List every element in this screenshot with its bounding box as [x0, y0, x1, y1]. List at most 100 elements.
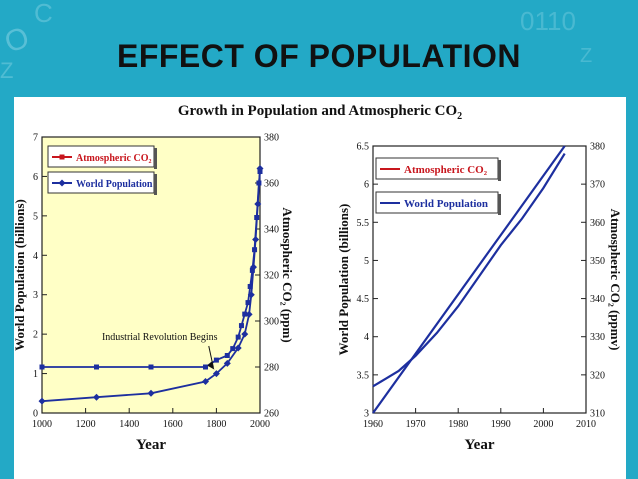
annotation-arrowhead	[207, 361, 215, 370]
y-tick-label: 3.5	[357, 370, 370, 381]
y-tick-label: 4	[33, 251, 38, 262]
legend-label: Atmospheric CO₂	[76, 153, 152, 164]
co2-point	[148, 364, 154, 370]
legend-label: World Population	[404, 198, 488, 210]
y-tick-label: 6	[364, 180, 369, 191]
population-point	[256, 165, 264, 173]
population-point	[202, 377, 209, 385]
y-tick-label: 2	[33, 330, 38, 341]
x-tick-label: 2000	[533, 419, 553, 430]
y2-axis-label: Atmospheric CO₂ (ppmv)	[608, 209, 623, 351]
y2-tick-label: 370	[590, 180, 605, 191]
x-tick-label: 2010	[576, 419, 596, 430]
annotation-label: Industrial Revolution Begins	[102, 332, 218, 343]
population-point	[254, 200, 262, 208]
population-point	[223, 359, 231, 367]
population-point	[38, 397, 46, 405]
y-axis-label: World Population (billions)	[14, 199, 27, 351]
population-point	[249, 263, 257, 271]
co2-point	[247, 284, 253, 289]
svg-text:Z: Z	[580, 45, 592, 67]
x-tick-label: 2000	[250, 419, 270, 430]
y-axis-label: World Population (billions)	[336, 204, 351, 356]
y2-tick-label: 380	[264, 133, 279, 144]
legend-marker	[58, 179, 66, 187]
annotation-arrow	[208, 345, 214, 368]
x-tick-label: 1600	[163, 419, 183, 430]
x-tick-label: 1400	[119, 419, 139, 430]
chart-left: 1000 1200 1400 1600 1800 2000 0 1 2 3 4 5 6 7 260 280 30…	[14, 133, 295, 454]
legend-left: Atmospheric CO₂ World Population	[47, 145, 157, 195]
y-tick-label: 3	[33, 290, 38, 301]
figure-title-text: Growth in Population and Atmospheric CO	[177, 103, 458, 119]
legend-label: Atmospheric CO₂	[404, 164, 488, 176]
y-tick-label: 7	[33, 133, 38, 144]
svg-text:Z: Z	[0, 58, 13, 83]
x-tick-label: 1800	[206, 419, 226, 430]
plot-area-right	[372, 145, 587, 414]
series-line-population	[372, 153, 566, 388]
x-axis-label: Year	[465, 437, 495, 453]
y2-tick-label: 320	[264, 271, 279, 282]
figure-title: Growth in Population and Atmospheric CO2	[14, 103, 626, 122]
y-tick-label: 4.5	[357, 294, 370, 305]
population-point	[247, 291, 255, 299]
y2-tick-label: 280	[264, 363, 279, 374]
y-tick-label: 3	[364, 409, 369, 420]
co2-point	[242, 311, 248, 317]
co2-point	[213, 357, 219, 363]
legend-right: Atmospheric CO₂ World Population	[375, 157, 501, 215]
y2-tick-label: 380	[590, 142, 605, 153]
y-tick-label: 4	[364, 332, 369, 343]
x-axis-label: Year	[136, 437, 166, 453]
co2-point	[94, 364, 99, 370]
x-tick-label: 1970	[406, 419, 426, 430]
x-tick-label: 1960	[363, 419, 383, 430]
co2-point	[235, 334, 241, 340]
y2-tick-label: 320	[590, 370, 605, 381]
y-tick-label: 5	[364, 256, 369, 267]
co2-point	[39, 364, 45, 370]
co2-point	[224, 353, 230, 358]
population-point	[147, 389, 155, 397]
y2-tick-label: 350	[590, 256, 605, 267]
figure-title-subscript: 2	[457, 111, 463, 122]
legend-shadow	[498, 194, 501, 215]
y2-tick-label: 260	[264, 409, 279, 420]
y2-tick-label: 310	[590, 409, 605, 420]
co2-point	[238, 323, 244, 329]
y-tick-label: 1	[33, 369, 38, 380]
figure-svg: 1000 1200 1400 1600 1800 2000 0 1 2 3 4 5 6 7 260 280 30…	[14, 133, 623, 454]
y2-tick-label: 360	[590, 218, 605, 229]
y2-tick-label: 340	[590, 294, 605, 305]
y-tick-label: 6.5	[357, 142, 370, 153]
x-tick-label: 1000	[32, 419, 52, 430]
series-line-population	[372, 145, 566, 414]
legend-shadow	[154, 148, 157, 169]
legend-marker	[59, 154, 65, 160]
population-point	[241, 330, 249, 338]
y-tick-label: 5	[33, 211, 38, 222]
population-point	[93, 393, 100, 401]
y2-axis-label: Atmospheric CO₂ (ppm)	[280, 207, 295, 342]
figure-panel: 1000 1200 1400 1600 1800 2000 0 1 2 3 4 5 6 7 260 280 30…	[14, 97, 626, 479]
population-point	[245, 310, 253, 318]
co2-point	[245, 300, 251, 306]
svg-text:C: C	[34, 0, 53, 28]
legend-shadow	[154, 174, 157, 195]
y-tick-label: 0	[33, 409, 38, 420]
y2-tick-label: 360	[264, 179, 279, 190]
y-tick-label: 5.5	[357, 218, 370, 229]
x-tick-label: 1990	[491, 419, 511, 430]
x-tick-label: 1980	[448, 419, 468, 430]
y-tick-label: 6	[33, 172, 38, 183]
y2-tick-label: 300	[264, 317, 279, 328]
population-point	[212, 370, 220, 378]
co2-point	[230, 346, 236, 352]
co2-point	[203, 364, 208, 370]
y2-tick-label: 340	[264, 225, 279, 236]
population-point	[234, 344, 242, 352]
series-line-population	[41, 168, 261, 403]
population-point	[252, 236, 260, 244]
legend-shadow	[498, 160, 501, 181]
